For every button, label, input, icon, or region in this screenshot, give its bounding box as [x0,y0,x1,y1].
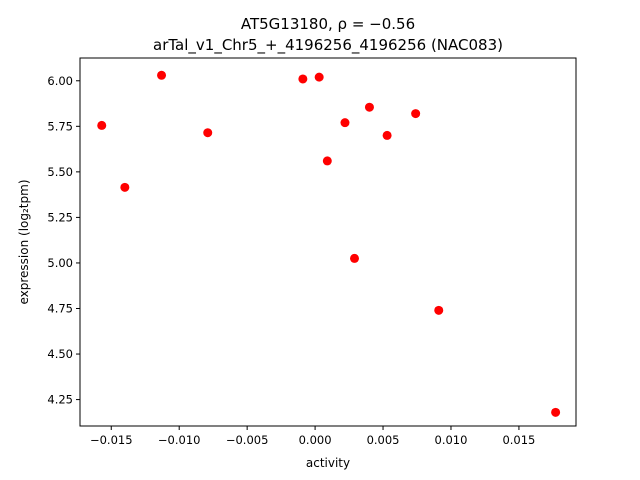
x-tick-label: 0.010 [435,433,468,447]
data-point [434,305,444,315]
y-tick-label: 4.75 [47,301,73,315]
data-point [203,128,213,138]
chart-title: AT5G13180, ρ = −0.56 [241,15,415,33]
x-axis-label: activity [306,456,350,470]
y-tick-label: 4.25 [47,393,73,407]
y-tick-label: 5.75 [47,119,73,133]
x-tick-label: −0.010 [158,433,201,447]
data-point [340,118,350,128]
x-axis-ticks: −0.015 −0.010 −0.005 0.000 0.005 0.010 0.015 [90,426,535,447]
y-tick-label: 5.25 [47,210,73,224]
data-point [97,120,107,130]
y-tick-label: 6.00 [47,74,73,88]
data-point [411,109,421,119]
x-tick-label: −0.015 [90,433,133,447]
chart-subtitle: arTal_v1_Chr5_+_4196256_4196256 (NAC083) [153,36,503,55]
data-point [157,70,167,80]
plot-area [79,57,577,427]
data-points [97,70,561,417]
y-tick-label: 5.50 [47,165,73,179]
y-axis-ticks: 4.25 4.50 4.75 5.00 5.25 5.50 5.75 6.00 [47,74,80,407]
data-point [349,253,359,263]
data-point [314,72,324,82]
data-point [298,74,308,84]
data-point [364,102,374,112]
y-tick-label: 5.00 [47,256,73,270]
data-point [322,156,332,166]
x-tick-label: 0.015 [502,433,535,447]
x-tick-label: −0.005 [226,433,269,447]
x-tick-label: 0.000 [299,433,332,447]
data-point [551,407,561,417]
data-point [120,182,130,192]
x-tick-label: 0.005 [367,433,400,447]
data-point [382,130,392,140]
y-tick-label: 4.50 [47,347,73,361]
y-axis-label: expression (log₂tpm) [17,179,31,304]
